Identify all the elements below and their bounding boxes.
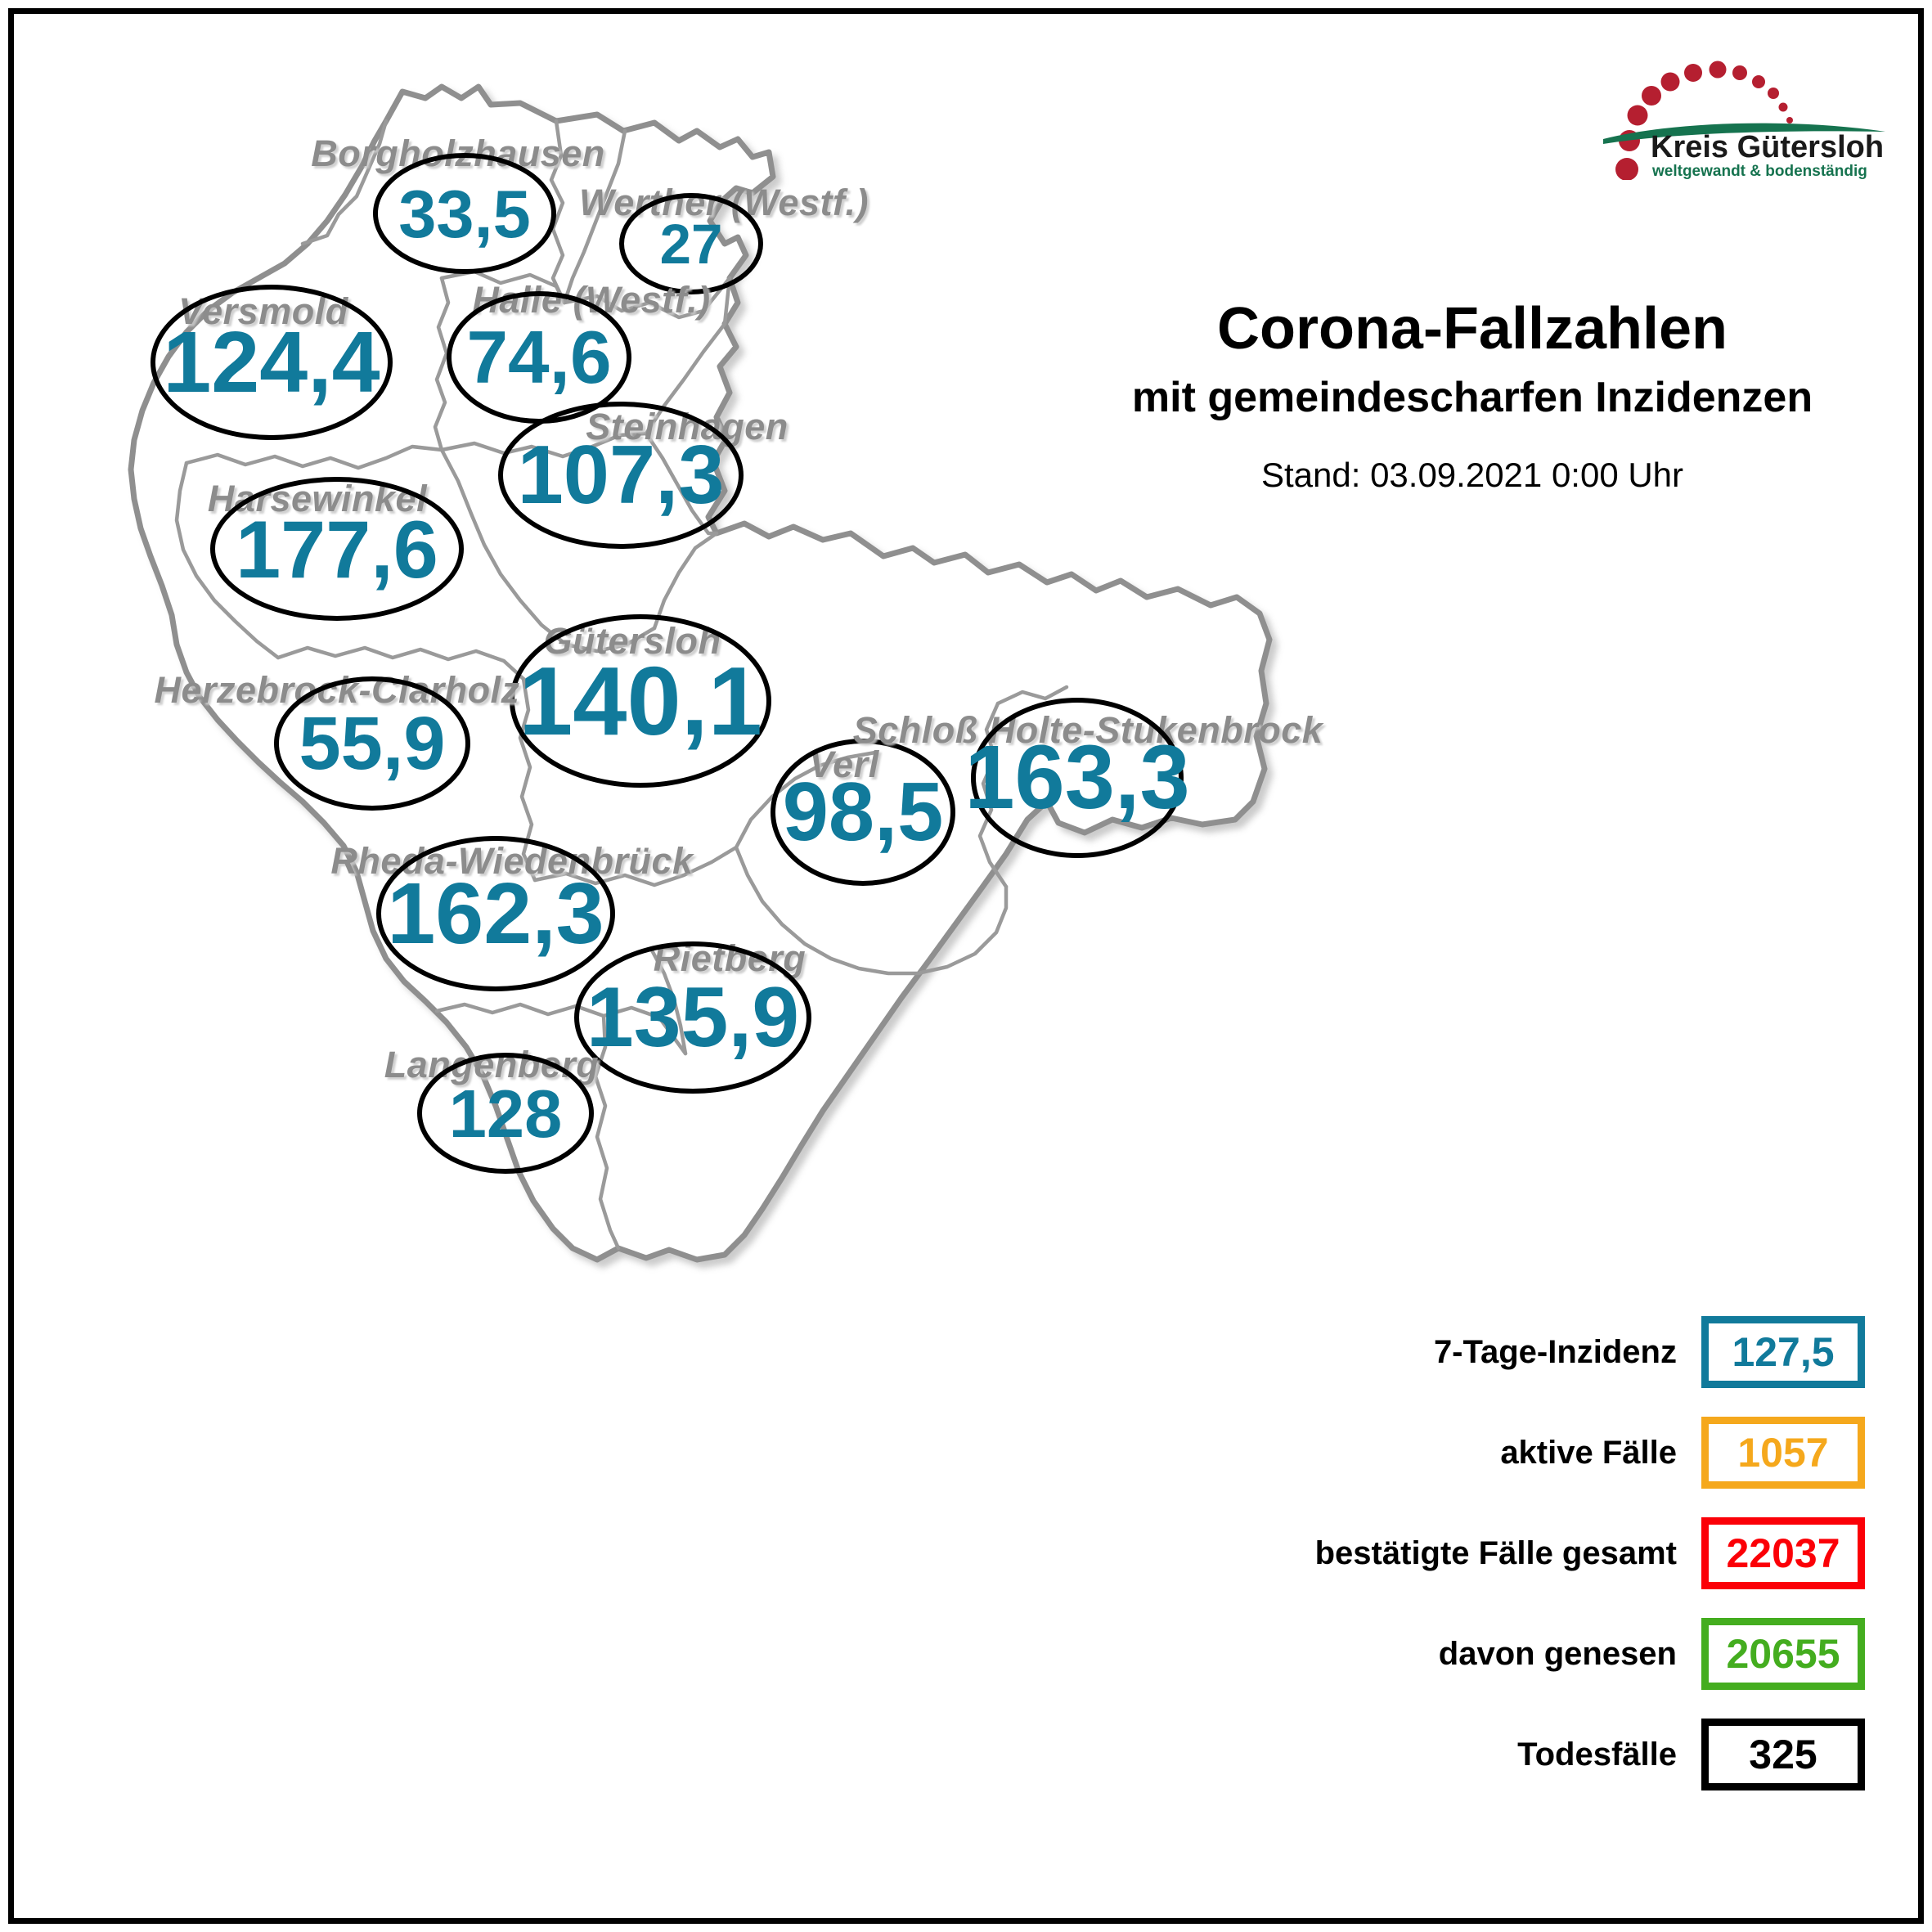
- logo-tagline: weltgewandt & bodenständig: [1651, 163, 1867, 180]
- legend-value-active-cases: 1057: [1701, 1417, 1865, 1489]
- incidence-bubble[interactable]: 98,5: [771, 739, 955, 886]
- timestamp-text: Stand: 03.09.2021 0:00 Uhr: [1260, 456, 1684, 495]
- title-block: Corona-Fallzahlen mit gemeindescharfen I…: [1047, 296, 1898, 495]
- legend-row-deaths: Todesfälle 325: [1211, 1715, 1865, 1794]
- legend-value-confirmed-cases: 22037: [1701, 1517, 1865, 1589]
- logo-title: Kreis Gütersloh: [1651, 130, 1884, 164]
- logo-green-arc: [1603, 123, 1885, 144]
- legend-value-deaths: 325: [1701, 1719, 1865, 1790]
- incidence-bubble[interactable]: 33,5: [373, 153, 556, 274]
- legend-value-incidence: 127,5: [1701, 1316, 1865, 1388]
- legend-row-active-cases: aktive Fälle 1057: [1211, 1413, 1865, 1492]
- legend-label-confirmed-cases: bestätigte Fälle gesamt: [1314, 1534, 1677, 1571]
- map-container[interactable]: Borgholzhausen 33,5 Werther (Westf.) 27 Vers…: [33, 33, 1358, 1358]
- kreis-guetersloh-logo[interactable]: Kreis Gütersloh weltgewandt & bodenständ…: [1603, 45, 1898, 180]
- logo-dots-arc: [1615, 61, 1793, 180]
- incidence-bubble[interactable]: 162,3: [376, 836, 615, 991]
- legend-label-active-cases: aktive Fälle: [1500, 1434, 1677, 1471]
- page-title: Corona-Fallzahlen: [1216, 296, 1728, 362]
- incidence-bubble[interactable]: 163,3: [964, 698, 1190, 858]
- logo-svg: Kreis Gütersloh weltgewandt & bodenständ…: [1603, 61, 1885, 180]
- legend-row-confirmed-cases: bestätigte Fälle gesamt 22037: [1211, 1514, 1865, 1593]
- incidence-bubble[interactable]: 128: [417, 1053, 594, 1174]
- incidence-bubble[interactable]: 124,4: [151, 285, 393, 440]
- legend-label-incidence: 7-Tage-Inzidenz: [1433, 1333, 1677, 1370]
- incidence-bubble[interactable]: 135,9: [574, 941, 811, 1094]
- incidence-bubble[interactable]: 140,1: [510, 614, 771, 788]
- incidence-bubble[interactable]: 177,6: [210, 477, 464, 621]
- legend-label-deaths: Todesfälle: [1517, 1736, 1677, 1772]
- page-subtitle: mit gemeindescharfen Inzidenzen: [1131, 373, 1813, 421]
- incidence-bubble[interactable]: 74,6: [447, 291, 631, 424]
- legend-label-recovered: davon genesen: [1438, 1635, 1677, 1672]
- legend-panel: 7-Tage-Inzidenz 127,5 aktive Fälle 1057 best…: [1211, 1313, 1865, 1816]
- incidence-bubble[interactable]: 27: [619, 193, 763, 294]
- legend-row-recovered: davon genesen 20655: [1211, 1615, 1865, 1693]
- legend-row-incidence: 7-Tage-Inzidenz 127,5: [1211, 1313, 1865, 1391]
- incidence-bubble[interactable]: 55,9: [274, 676, 470, 811]
- incidence-bubble[interactable]: 107,3: [498, 402, 744, 549]
- legend-value-recovered: 20655: [1701, 1618, 1865, 1690]
